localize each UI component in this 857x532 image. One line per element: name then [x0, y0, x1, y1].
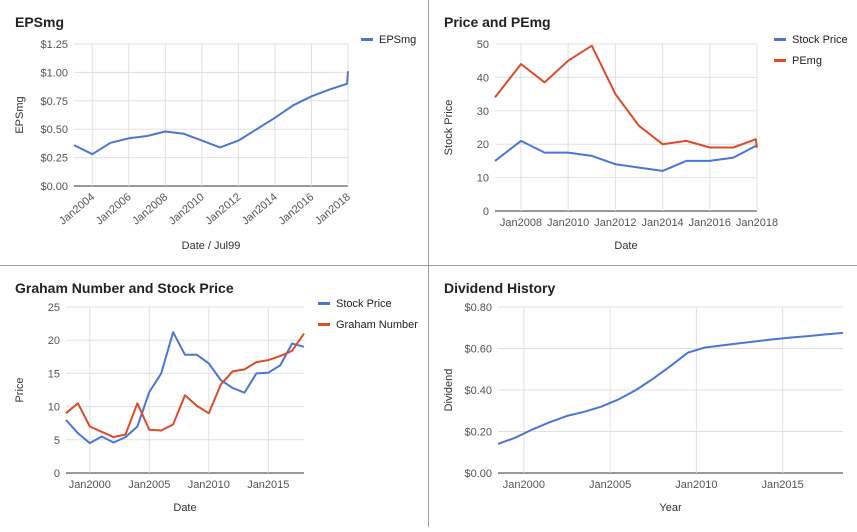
eps-title: EPSmg: [15, 14, 64, 30]
graham-y-axis-title: Price: [14, 377, 26, 402]
pe-title: Price and PEmg: [444, 14, 551, 30]
graham-x-tick-label: Jan2000: [69, 479, 111, 491]
eps-y-tick-label: $0.25: [40, 153, 68, 165]
graham-x-axis-title: Date: [173, 502, 196, 514]
pe-x-tick-label: Jan2014: [641, 217, 683, 229]
graham-y-tick-label: 20: [48, 335, 60, 347]
pe-y-axis-title: Stock Price: [443, 100, 455, 156]
pe-x-tick-label: Jan2008: [500, 217, 542, 229]
graham-chart-svg: Graham Number and Stock Price 0 5 10 15 20 25 J…: [14, 280, 418, 514]
graham-x-tick-label: Jan2005: [128, 479, 170, 491]
graham-legend-label: Stock Price: [336, 298, 392, 310]
dividend-y-tick-label: $0.60: [464, 344, 492, 356]
graham-y-tick-label: 5: [54, 435, 60, 447]
graham-y-tick-label: 15: [48, 368, 60, 380]
eps-y-axis-title: EPSmg: [14, 96, 26, 133]
eps-y-tick-label: $0.50: [40, 124, 68, 136]
dividend-series-line-dividend: [497, 331, 844, 445]
graham-legend-swatch: [318, 323, 330, 326]
price-pe-panel: Price and PEmg 0 10 20 30 40 50 Jan2008 Jan2010 J…: [429, 0, 857, 265]
dividend-chart-svg: Dividend History $0.00 $0.20 $0.40 $0.60 $0.8…: [443, 280, 844, 514]
divider-horizontal: [0, 265, 857, 266]
graham-legend-swatch: [318, 302, 330, 305]
pe-series-line-stock-price: [494, 139, 758, 172]
pe-series-line-pemg: [494, 44, 758, 149]
pe-y-tick-label: 10: [477, 173, 489, 185]
eps-series-line-epsmg: [73, 71, 349, 156]
pe-y-tick-label: 40: [477, 72, 489, 84]
graham-title: Graham Number and Stock Price: [15, 280, 234, 296]
pe-y-tick-label: 50: [477, 39, 489, 51]
eps-legend-swatch: [361, 38, 373, 41]
pe-legend-label: Stock Price: [792, 34, 848, 46]
pe-x-tick-label: Jan2016: [689, 217, 731, 229]
graham-panel: Graham Number and Stock Price 0 5 10 15 20 25 J…: [0, 266, 428, 527]
graham-x-tick-label: Jan2010: [188, 479, 230, 491]
eps-y-tick-label: $0.00: [40, 181, 68, 193]
eps-x-tick-label: Jan2010: [167, 191, 207, 227]
pe-y-tick-label: 0: [483, 206, 489, 218]
eps-x-tick-label: Jan2012: [203, 191, 243, 227]
graham-legend-label: Graham Number: [336, 319, 418, 331]
dividend-x-tick-label: Jan2005: [589, 479, 631, 491]
dividend-x-tick-label: Jan2000: [503, 479, 545, 491]
pe-x-tick-label: Jan2010: [547, 217, 589, 229]
pe-x-tick-label: Jan2018: [736, 217, 778, 229]
eps-y-tick-label: $0.75: [40, 96, 68, 108]
dividend-title: Dividend History: [444, 280, 555, 296]
eps-panel: EPSmg $0.00 $0.25 $0.50 $0.75 $1.00 $1.25 Jan20…: [0, 0, 428, 265]
dividend-x-tick-label: Jan2010: [675, 479, 717, 491]
dividend-y-tick-label: $0.20: [464, 427, 492, 439]
pe-legend-swatch: [774, 59, 786, 62]
eps-y-tick-label: $1.25: [40, 39, 68, 51]
dividend-y-tick-label: $0.00: [464, 468, 492, 480]
dividend-y-axis-title: Dividend: [443, 369, 455, 412]
dividend-y-tick-label: $0.80: [464, 302, 492, 314]
dividend-x-tick-label: Jan2015: [762, 479, 804, 491]
pe-chart-svg: Price and PEmg 0 10 20 30 40 50 Jan2008 Jan2010 J…: [443, 14, 848, 252]
graham-y-tick-label: 25: [48, 302, 60, 314]
pe-legend-label: PEmg: [792, 55, 822, 67]
eps-x-tick-label: Jan2008: [130, 191, 170, 227]
graham-series-line-stock-price: [65, 331, 305, 445]
graham-series-line-graham-number: [65, 333, 305, 439]
divider-vertical: [428, 0, 429, 527]
eps-y-tick-label: $1.00: [40, 67, 68, 79]
eps-x-tick-label: Jan2016: [276, 191, 316, 227]
eps-x-tick-label: Jan2004: [57, 191, 97, 227]
eps-x-tick-label: Jan2014: [240, 191, 280, 227]
pe-x-axis-title: Date: [614, 240, 637, 252]
eps-chart-svg: EPSmg $0.00 $0.25 $0.50 $0.75 $1.00 $1.25 Jan20…: [14, 14, 416, 252]
graham-y-tick-label: 0: [54, 468, 60, 480]
graham-y-tick-label: 10: [48, 402, 60, 414]
dividend-panel: Dividend History $0.00 $0.20 $0.40 $0.60 $0.8…: [429, 266, 857, 527]
pe-y-tick-label: 30: [477, 106, 489, 118]
eps-legend-label: EPSmg: [379, 34, 416, 46]
eps-x-axis-title: Date / Jul99: [182, 240, 241, 252]
dividend-y-tick-label: $0.40: [464, 385, 492, 397]
graham-x-tick-label: Jan2015: [247, 479, 289, 491]
eps-x-tick-label: Jan2018: [313, 191, 353, 227]
pe-x-tick-label: Jan2012: [594, 217, 636, 229]
eps-x-tick-label: Jan2006: [94, 191, 134, 227]
dividend-x-axis-title: Year: [659, 502, 682, 514]
pe-y-tick-label: 20: [477, 139, 489, 151]
pe-legend-swatch: [774, 38, 786, 41]
